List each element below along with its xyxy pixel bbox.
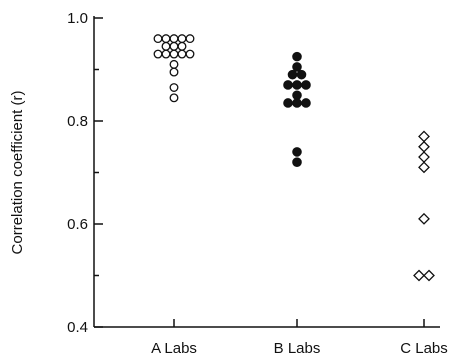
b-labs-point [301,80,311,90]
x-ticks: A Labs B Labs C Labs [151,319,448,357]
c-labs-point [418,212,430,225]
y-axis-title: Correlation coefficient (r) [9,91,26,255]
a-labs-point [169,93,179,103]
c-labs-point [418,140,430,153]
axes: Correlation coefficient (r) [9,16,440,328]
b-labs-point [301,98,311,108]
x-category-label: A Labs [151,340,197,357]
b-labs-point [292,98,302,108]
b-labs-point [292,157,302,167]
b-labs-point [283,98,293,108]
c-labs-point [418,161,430,174]
a-labs-point [169,59,179,69]
a-labs-point [185,34,195,44]
c-labs-point [418,151,430,163]
a-labs-point [161,34,171,44]
a-labs-point [153,49,163,59]
a-labs-point [169,34,179,44]
b-labs-point [292,147,302,157]
b-labs-point [287,69,298,80]
y-tick-label: 1.0 [67,10,88,27]
b-labs-point [292,62,302,72]
a-labs-point [161,49,171,59]
a-labs-point [177,49,187,59]
x-category-label: C Labs [400,340,448,357]
data-points [153,34,435,282]
a-labs-point [161,41,171,51]
c-labs-point [413,269,425,282]
y-tick-label: 0.4 [67,319,88,336]
y-tick-label: 0.6 [67,216,88,233]
a-labs-point [185,49,195,59]
y-ticks: 0.4 0.6 0.8 1.0 [67,10,103,336]
y-tick-label: 0.8 [67,113,88,130]
b-labs-point [296,69,307,80]
a-labs-point [177,41,187,51]
a-labs-point [169,83,179,92]
b-labs-point [283,80,293,90]
a-labs-point [169,49,179,59]
b-labs-point [292,80,302,90]
a-labs-point [169,41,179,51]
x-category-label: B Labs [274,340,321,357]
a-labs-point [169,67,179,77]
a-labs-point [153,34,163,44]
a-labs-point [177,34,187,44]
b-labs-point [292,51,302,62]
c-labs-point [423,269,435,282]
c-labs-point [418,130,430,143]
